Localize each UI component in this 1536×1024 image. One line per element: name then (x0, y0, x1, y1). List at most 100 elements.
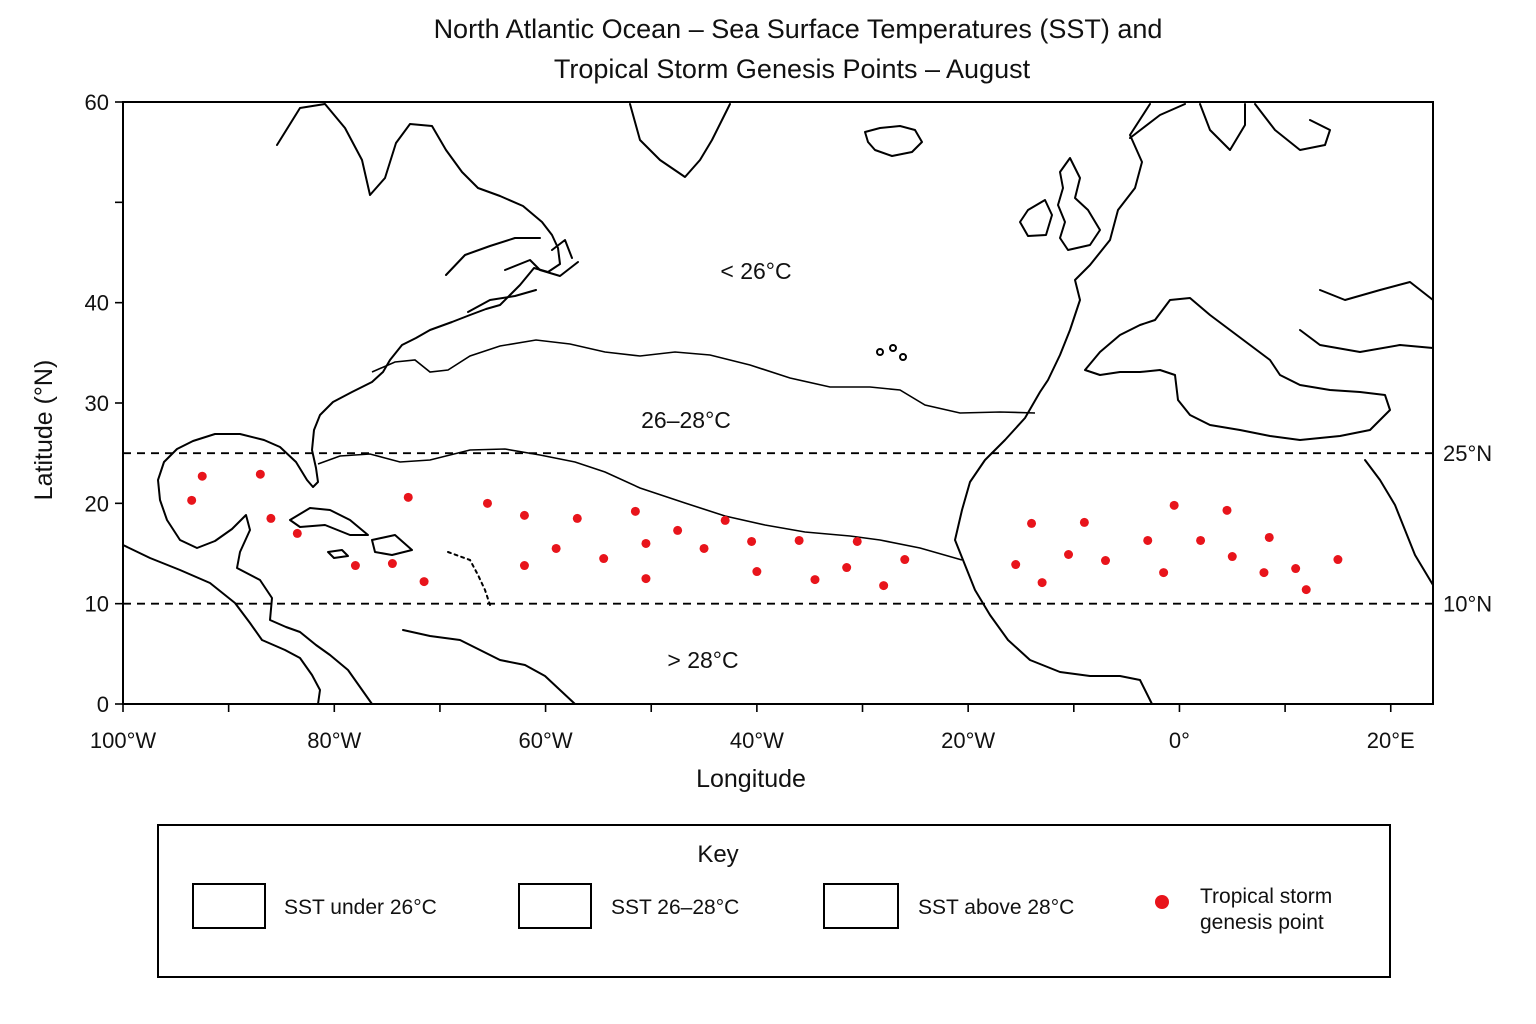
europe-africa-west-coast (954, 103, 1153, 705)
genesis-point (1143, 535, 1153, 545)
y-axis: 0 10 20 30 40 60 (85, 90, 123, 717)
legend-title: Key (697, 841, 738, 868)
genesis-point (852, 536, 862, 546)
genesis-point (387, 559, 397, 569)
genesis-points-layer (187, 469, 1343, 595)
legend: Key SST under 26°C SST 26–28°C SST above… (157, 824, 1391, 978)
latitude-line-label: 10°N (1443, 592, 1492, 617)
genesis-point (720, 515, 730, 525)
isotherm-28c (317, 448, 963, 561)
x-tick-label: 20°W (941, 728, 995, 753)
genesis-point (641, 538, 651, 548)
genesis-point (482, 498, 492, 508)
hispaniola-coast (371, 534, 413, 556)
y-tick-label: 20 (85, 491, 109, 516)
legend-swatch-sst-above-28 (823, 883, 899, 929)
genesis-point (255, 469, 265, 479)
legend-label-genesis-line2: genesis point (1200, 911, 1324, 934)
genesis-point (1196, 535, 1206, 545)
legend-label-sst-under-26: SST under 26°C (284, 896, 437, 919)
genesis-point (519, 561, 529, 571)
pacific-coast-mexico (122, 544, 321, 705)
genesis-point (1259, 568, 1269, 578)
genesis-point (551, 543, 561, 553)
y-tick-label: 10 (85, 592, 109, 617)
x-axis: 100°W 80°W 60°W 40°W 20°W 0° 20°E (90, 704, 1415, 753)
genesis-point (1291, 564, 1301, 574)
x-axis-title: Longitude (696, 765, 806, 793)
greenland-coast (629, 103, 731, 178)
x-tick-label: 60°W (519, 728, 573, 753)
latitude-line-label: 25°N (1443, 441, 1492, 466)
genesis-point (419, 577, 429, 587)
genesis-point (810, 575, 820, 585)
genesis-point (1264, 532, 1274, 542)
genesis-point (1222, 505, 1232, 515)
genesis-point (403, 492, 413, 502)
lesser-antilles-coast (447, 551, 491, 606)
x-tick-label: 0° (1169, 728, 1190, 753)
azores-island (899, 353, 907, 361)
legend-genesis-point-marker (1155, 895, 1169, 909)
y-tick-label: 0 (97, 692, 109, 717)
genesis-point (641, 574, 651, 584)
genesis-point (879, 581, 889, 591)
genesis-point (1301, 585, 1311, 595)
legend-frame (157, 824, 1391, 978)
north-america-east-coast (157, 103, 561, 705)
cuba-coast (289, 507, 369, 536)
genesis-point (1101, 556, 1110, 566)
scandinavia-coast (1129, 103, 1331, 151)
jamaica-coast (327, 549, 349, 559)
mediterranean-coast (1084, 297, 1391, 441)
x-tick-label: 80°W (307, 728, 361, 753)
isotherm-26c (371, 339, 1036, 414)
azores-island (876, 348, 884, 356)
genesis-point (1079, 517, 1089, 527)
zone-label-cool: < 26°C (720, 258, 791, 284)
x-tick-label: 20°E (1367, 728, 1415, 753)
y-tick-label: 40 (85, 291, 109, 316)
legend-swatch-sst-26-28 (518, 883, 592, 929)
british-isles-coast (1019, 157, 1101, 251)
genesis-point (900, 555, 910, 565)
genesis-point (350, 561, 360, 571)
genesis-point (1227, 552, 1237, 562)
genesis-point (197, 471, 207, 481)
genesis-point (266, 513, 276, 523)
genesis-point (1027, 518, 1037, 528)
legend-label-sst-above-28: SST above 28°C (918, 896, 1074, 919)
legend-swatch-sst-under-26 (192, 883, 266, 929)
genesis-point (752, 567, 762, 577)
zone-label-mid: 26–28°C (641, 407, 731, 433)
latitude-reference-lines: 25°N 10°N (123, 441, 1492, 617)
genesis-point (572, 513, 582, 523)
genesis-point (187, 495, 197, 505)
south-america-north-coast (402, 629, 576, 705)
map-frame (122, 101, 1434, 705)
y-axis-title: Latitude (°N) (30, 360, 58, 501)
x-tick-label: 100°W (90, 728, 157, 753)
iceland-coast (864, 125, 923, 157)
genesis-point (1064, 550, 1074, 560)
genesis-point (842, 563, 852, 573)
y-tick-label: 30 (85, 391, 109, 416)
genesis-point (292, 528, 302, 538)
y-tick-label: 60 (85, 90, 109, 115)
gulf-of-st-lawrence-coast (445, 237, 579, 313)
chart-title-line1: North Atlantic Ocean – Sea Surface Tempe… (434, 14, 1163, 44)
azores-island (889, 344, 897, 352)
genesis-point (519, 510, 529, 520)
coastlines (122, 103, 1434, 705)
genesis-point (1011, 560, 1021, 570)
genesis-point (630, 506, 640, 516)
genesis-point (1169, 500, 1179, 510)
zone-label-warm: > 28°C (667, 647, 738, 673)
x-tick-label: 40°W (730, 728, 784, 753)
genesis-point (699, 543, 709, 553)
genesis-point (1037, 578, 1047, 588)
genesis-point (1333, 555, 1343, 565)
genesis-point (673, 525, 683, 535)
east-europe-coast (1299, 281, 1434, 353)
